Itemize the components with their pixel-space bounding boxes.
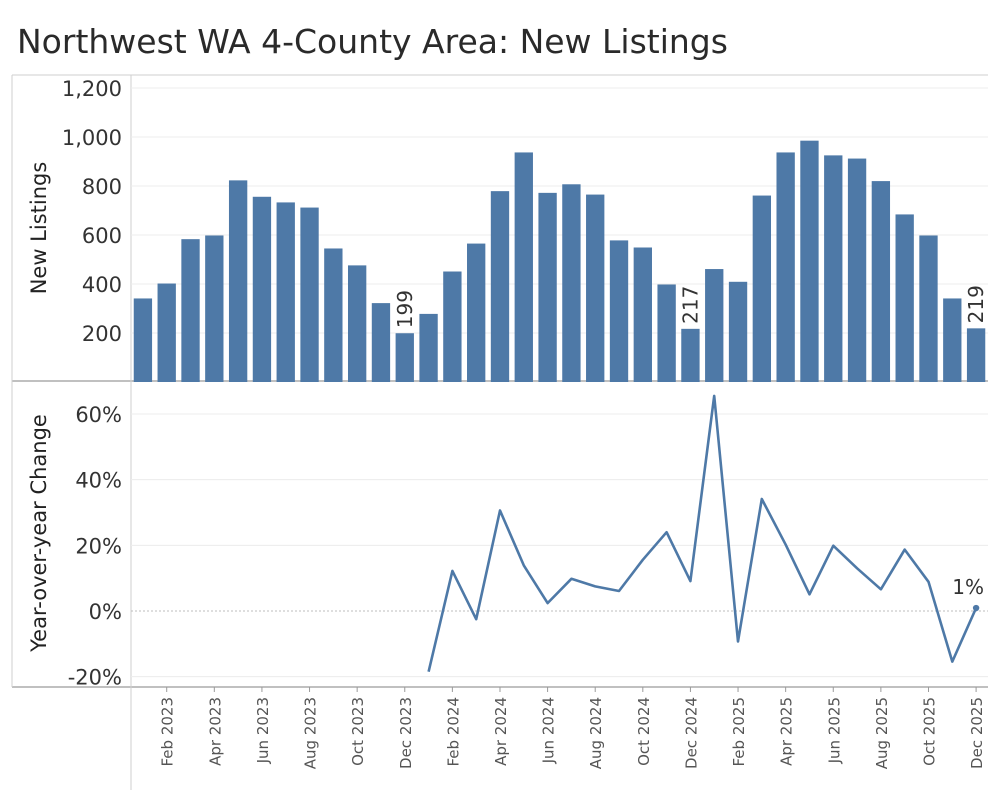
bar bbox=[919, 235, 938, 382]
x-tick-label: Aug 2023 bbox=[302, 697, 320, 769]
bar bbox=[371, 303, 391, 382]
x-tick-label: Dec 2024 bbox=[682, 697, 700, 769]
x-tick-label: Apr 2024 bbox=[492, 697, 510, 766]
bar bbox=[966, 328, 986, 382]
yoy-change-line bbox=[427, 394, 978, 672]
bar-data-label: 199 bbox=[393, 290, 417, 328]
bar bbox=[847, 158, 867, 382]
line-panel: -20% 0% 20% 40% 60% Year-over-year Change 1% bbox=[27, 394, 988, 690]
bar-data-label: 217 bbox=[678, 286, 702, 324]
x-tick-label: Feb 2024 bbox=[444, 697, 462, 767]
bar bbox=[681, 328, 700, 382]
bar bbox=[443, 271, 462, 382]
bar-y-tick-label: 1,200 bbox=[62, 77, 122, 101]
bar-panel: 200 400 600 800 1,000 1,200 New Listings 199 217… bbox=[27, 77, 988, 382]
x-axis: Feb 2023 Apr 2023 Jun 2023 Aug 2023 Oct 2023… bbox=[159, 687, 986, 769]
x-tick-label: Jun 2023 bbox=[254, 697, 272, 764]
x-tick-label: Apr 2023 bbox=[206, 697, 224, 766]
bar bbox=[776, 152, 795, 382]
bar-y-tick-label: 400 bbox=[82, 273, 122, 297]
x-tick-label: Dec 2025 bbox=[968, 697, 986, 769]
bar bbox=[181, 239, 200, 382]
line-data-label: 1% bbox=[952, 575, 984, 599]
bar bbox=[347, 265, 367, 382]
bar bbox=[395, 333, 414, 382]
bar-y-tick-label: 200 bbox=[82, 322, 122, 346]
bar-y-tick-label: 600 bbox=[82, 224, 122, 248]
x-tick-label: Oct 2023 bbox=[349, 697, 367, 766]
bar bbox=[324, 248, 343, 382]
bar bbox=[252, 196, 272, 382]
bar bbox=[300, 207, 319, 382]
bar bbox=[205, 235, 224, 382]
bar-y-tick-label: 800 bbox=[82, 175, 122, 199]
x-tick-label: Aug 2024 bbox=[587, 697, 605, 769]
x-tick-label: Oct 2024 bbox=[635, 697, 653, 766]
line-y-tick-label: 40% bbox=[75, 469, 122, 493]
line-point bbox=[972, 604, 980, 612]
line-y-tick-label: 20% bbox=[75, 534, 122, 558]
bar bbox=[633, 247, 652, 382]
bar bbox=[752, 195, 772, 382]
x-tick-label: Feb 2023 bbox=[159, 697, 177, 767]
bar bbox=[657, 284, 676, 382]
x-tick-label: Jun 2024 bbox=[540, 697, 558, 764]
line-y-axis-label: Year-over-year Change bbox=[27, 414, 51, 653]
bar bbox=[276, 202, 295, 382]
bar bbox=[133, 298, 153, 382]
bar bbox=[705, 269, 724, 382]
chart-title: Northwest WA 4-County Area: New Listings bbox=[17, 22, 728, 61]
bar bbox=[895, 214, 914, 382]
x-tick-label: Jun 2025 bbox=[825, 697, 843, 764]
bar-data-label: 219 bbox=[964, 285, 988, 323]
bar bbox=[943, 298, 962, 382]
line-y-tick-label: -20% bbox=[68, 666, 122, 690]
bar bbox=[157, 283, 176, 382]
x-tick-label: Oct 2025 bbox=[920, 697, 938, 766]
line-y-tick-label: 0% bbox=[89, 600, 122, 624]
bar bbox=[728, 281, 748, 382]
x-tick-label: Aug 2025 bbox=[873, 697, 891, 769]
bar bbox=[609, 240, 629, 382]
x-tick-label: Apr 2025 bbox=[778, 697, 796, 766]
bar bbox=[490, 191, 510, 382]
bar-y-axis-label: New Listings bbox=[27, 162, 51, 295]
bar-y-tick-label: 1,000 bbox=[62, 126, 122, 150]
bar bbox=[538, 192, 557, 382]
x-tick-label: Dec 2023 bbox=[397, 697, 415, 769]
line-y-tick-label: 60% bbox=[75, 403, 122, 427]
bar bbox=[228, 180, 248, 382]
bar bbox=[800, 140, 819, 382]
bar bbox=[514, 152, 533, 382]
bar bbox=[871, 181, 891, 382]
bar bbox=[586, 194, 605, 382]
x-tick-label: Feb 2025 bbox=[730, 697, 748, 767]
bar bbox=[467, 243, 486, 382]
bar bbox=[562, 184, 581, 382]
bar bbox=[419, 313, 438, 382]
bar bbox=[824, 155, 843, 382]
